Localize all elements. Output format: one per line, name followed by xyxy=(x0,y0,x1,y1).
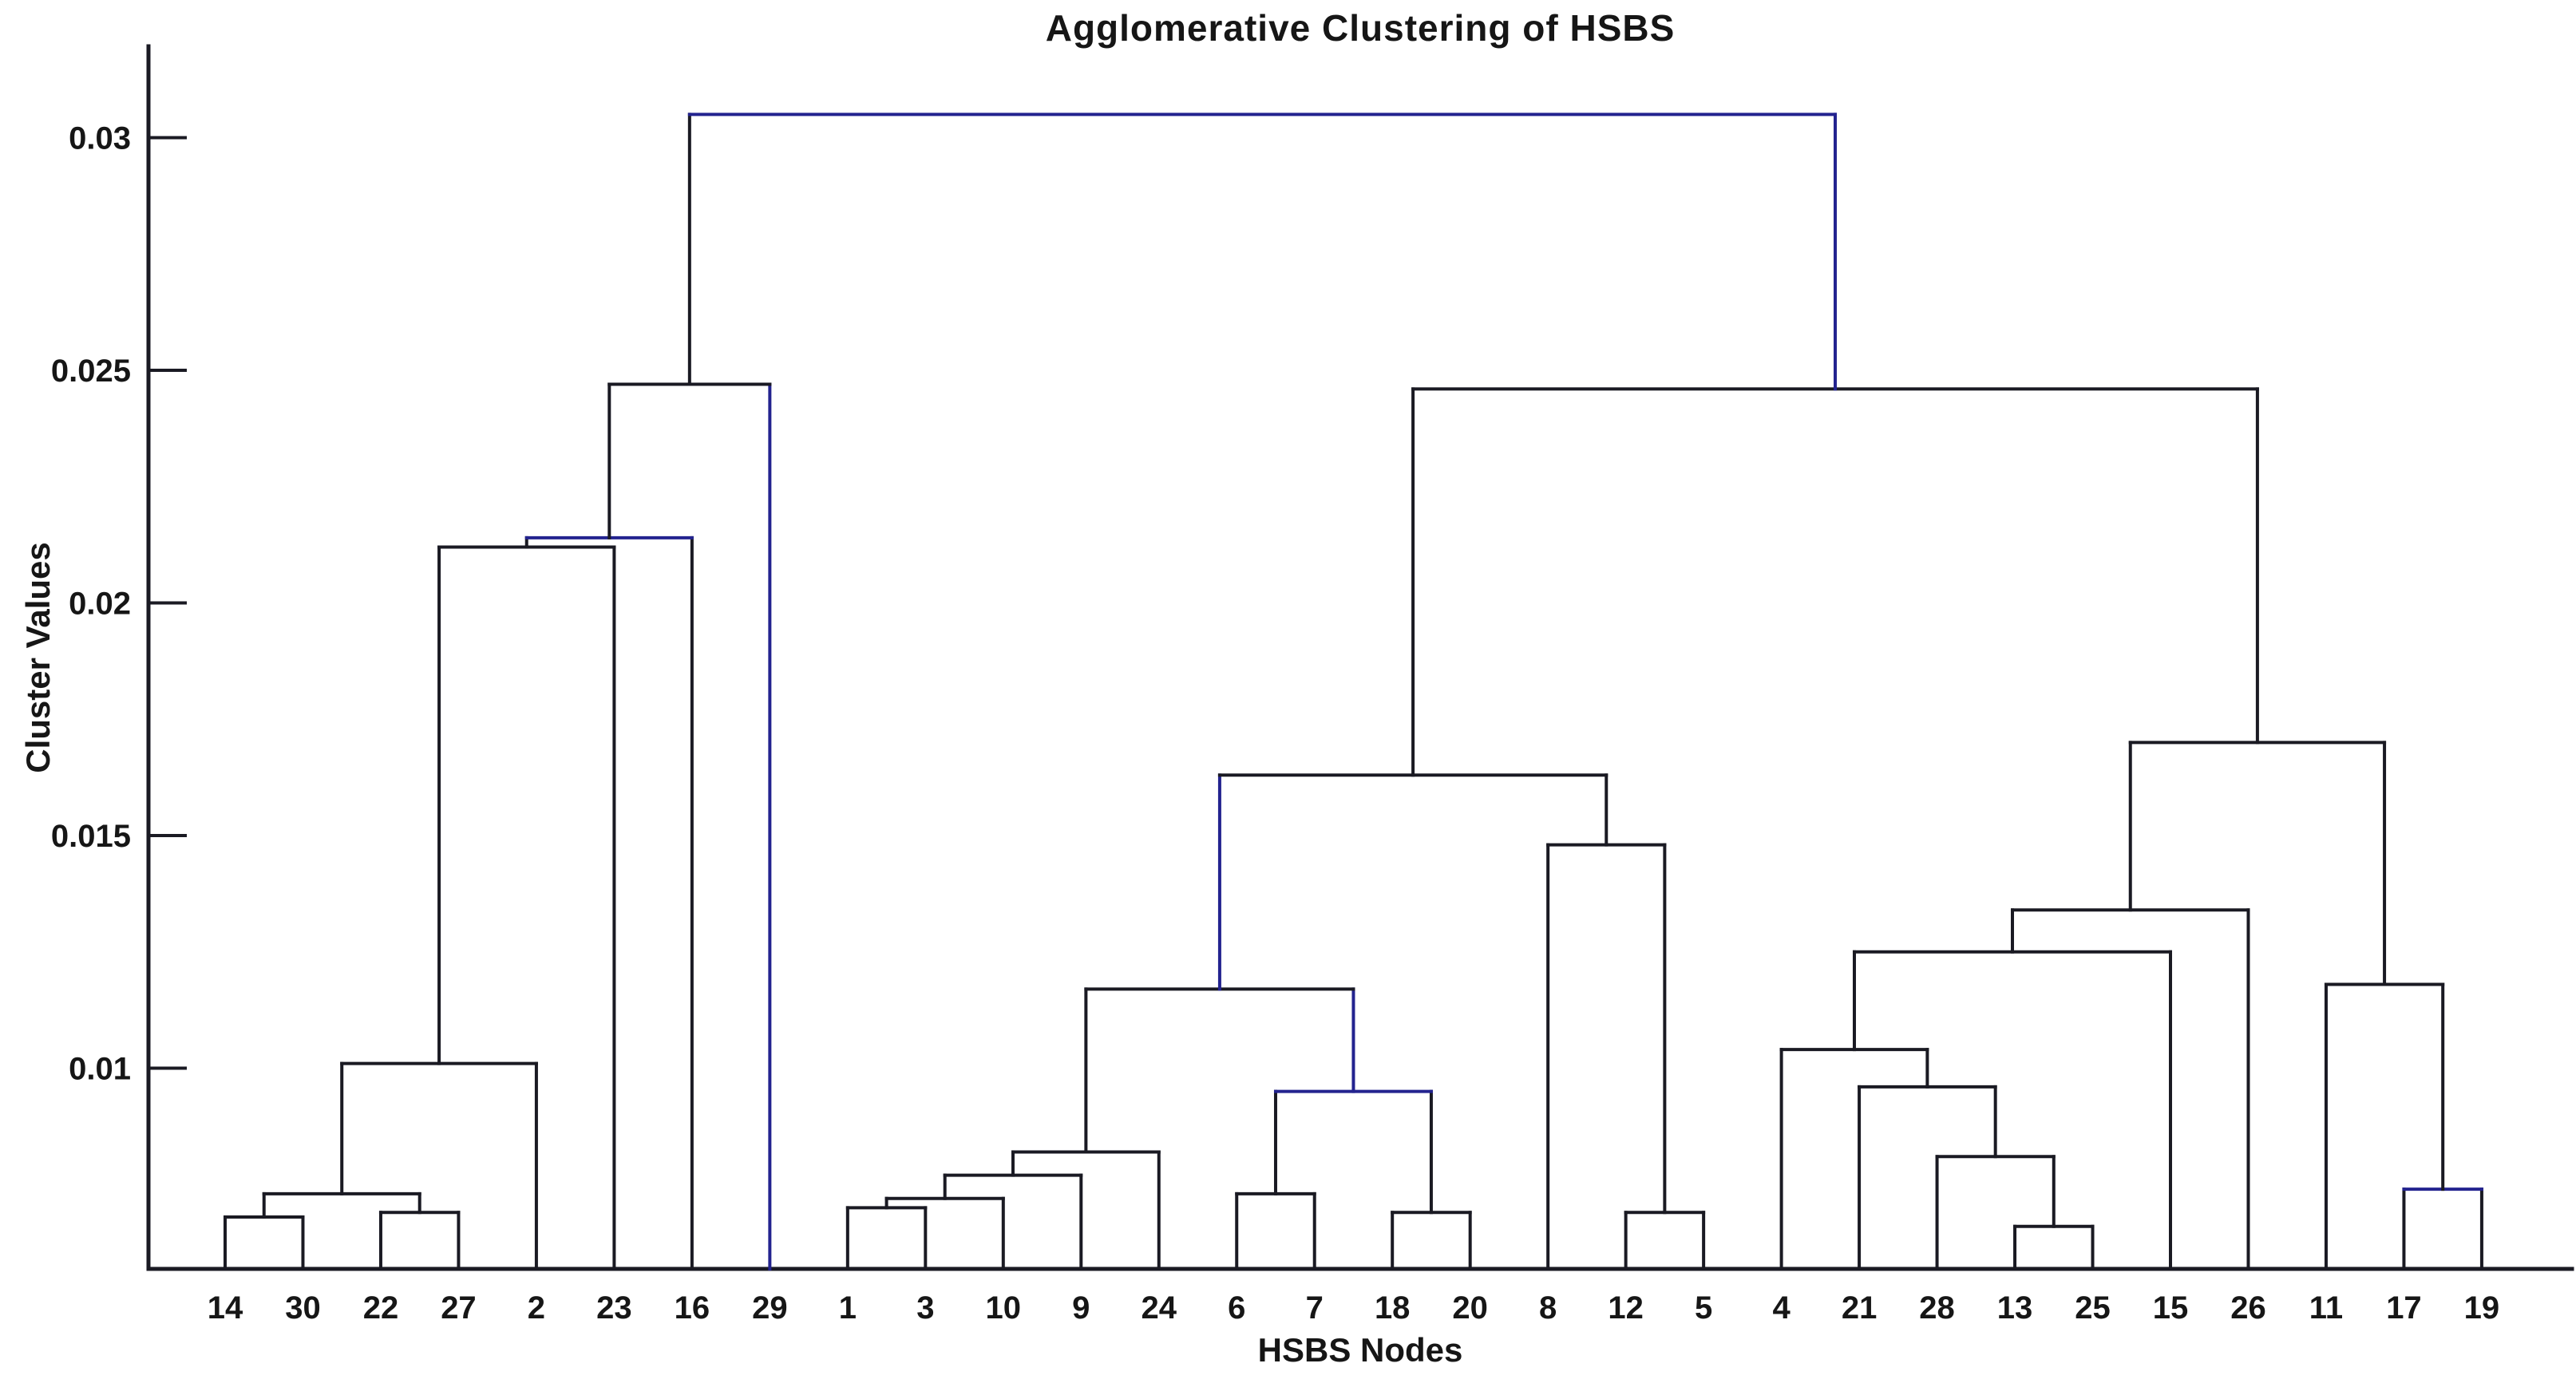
leaf-label-14: 14 xyxy=(208,1290,243,1326)
leaf-label-9: 9 xyxy=(1072,1290,1090,1326)
leaf-label-19: 19 xyxy=(2464,1290,2500,1326)
leaf-label-7: 7 xyxy=(1306,1290,1324,1326)
leaf-label-18: 18 xyxy=(1375,1290,1411,1326)
leaf-label-8: 8 xyxy=(1539,1290,1557,1326)
leaf-label-21: 21 xyxy=(1842,1290,1878,1326)
leaf-label-24: 24 xyxy=(1142,1290,1177,1326)
leaf-label-5: 5 xyxy=(1695,1290,1712,1326)
chart-title: Agglomerative Clustering of HSBS xyxy=(1045,7,1676,49)
leaf-label-6: 6 xyxy=(1228,1290,1245,1326)
leaf-label-23: 23 xyxy=(596,1290,632,1326)
leaf-label-15: 15 xyxy=(2153,1290,2189,1326)
x-axis-label: HSBS Nodes xyxy=(1257,1331,1463,1369)
leaf-label-12: 12 xyxy=(1608,1290,1644,1326)
leaf-label-29: 29 xyxy=(752,1290,788,1326)
y-tick-label-0.02: 0.02 xyxy=(69,587,131,622)
leaf-label-27: 27 xyxy=(441,1290,477,1326)
leaf-label-4: 4 xyxy=(1772,1290,1791,1326)
y-tick-label-0.025: 0.025 xyxy=(51,354,131,389)
y-tick-label-0.015: 0.015 xyxy=(51,819,131,854)
leaf-label-11: 11 xyxy=(2309,1290,2343,1326)
y-tick-label-0.01: 0.01 xyxy=(69,1052,131,1087)
leaf-label-22: 22 xyxy=(363,1290,399,1326)
y-tick-label-0.03: 0.03 xyxy=(69,121,131,156)
leaf-label-10: 10 xyxy=(986,1290,1022,1326)
leaf-label-26: 26 xyxy=(2230,1290,2266,1326)
leaf-label-16: 16 xyxy=(675,1290,710,1326)
leaf-label-30: 30 xyxy=(285,1290,321,1326)
leaf-label-28: 28 xyxy=(1919,1290,1955,1326)
leaf-label-1: 1 xyxy=(839,1290,857,1326)
leaf-label-25: 25 xyxy=(2075,1290,2111,1326)
leaf-label-3: 3 xyxy=(916,1290,934,1326)
leaf-label-2: 2 xyxy=(528,1290,545,1326)
leaf-label-13: 13 xyxy=(1997,1290,2033,1326)
leaf-label-17: 17 xyxy=(2386,1290,2422,1326)
leaf-label-20: 20 xyxy=(1452,1290,1488,1326)
